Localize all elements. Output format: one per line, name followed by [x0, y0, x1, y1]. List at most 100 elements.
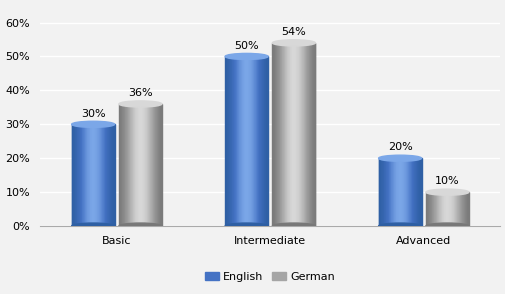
Ellipse shape — [119, 101, 162, 107]
Bar — [378, 158, 379, 226]
Bar — [109, 124, 110, 226]
Bar — [416, 158, 417, 226]
Bar — [400, 158, 401, 226]
Bar — [89, 124, 90, 226]
Bar — [387, 158, 388, 226]
Bar — [235, 56, 236, 226]
Bar — [389, 158, 390, 226]
Bar — [241, 56, 242, 226]
Bar — [397, 158, 398, 226]
Bar — [159, 104, 160, 226]
Bar — [460, 192, 461, 226]
Bar — [128, 104, 129, 226]
Bar — [435, 192, 436, 226]
Bar — [406, 158, 407, 226]
Bar — [103, 124, 104, 226]
Bar — [231, 56, 232, 226]
Bar — [302, 43, 304, 226]
Bar — [129, 104, 130, 226]
Bar — [420, 158, 421, 226]
Bar — [73, 124, 74, 226]
Bar — [102, 124, 103, 226]
Bar — [379, 158, 380, 226]
Bar — [99, 124, 100, 226]
Bar — [72, 124, 73, 226]
Bar — [395, 158, 396, 226]
Bar — [285, 43, 286, 226]
Bar — [396, 158, 397, 226]
Bar — [309, 43, 310, 226]
Bar — [408, 158, 409, 226]
Bar — [314, 43, 315, 226]
Bar — [419, 158, 420, 226]
Bar — [146, 104, 147, 226]
Bar — [296, 43, 297, 226]
Bar — [84, 124, 85, 226]
Bar — [248, 56, 249, 226]
Bar — [143, 104, 144, 226]
Bar — [445, 192, 446, 226]
Bar — [425, 192, 426, 226]
Text: 54%: 54% — [281, 27, 306, 37]
Bar — [311, 43, 312, 226]
Bar — [155, 104, 156, 226]
Bar — [265, 56, 266, 226]
Text: 50%: 50% — [234, 41, 259, 51]
Bar — [450, 192, 451, 226]
Bar — [300, 43, 301, 226]
Bar — [75, 124, 76, 226]
Bar — [430, 192, 431, 226]
Bar — [107, 124, 108, 226]
Bar — [305, 43, 306, 226]
Ellipse shape — [72, 121, 115, 127]
Bar — [463, 192, 464, 226]
Bar — [446, 192, 447, 226]
Ellipse shape — [378, 223, 421, 229]
Bar — [392, 158, 393, 226]
Bar — [81, 124, 82, 226]
Bar — [399, 158, 400, 226]
Bar — [417, 158, 418, 226]
Bar — [457, 192, 458, 226]
Bar — [83, 124, 84, 226]
Bar — [394, 158, 395, 226]
Bar — [272, 43, 273, 226]
Bar — [105, 124, 106, 226]
Bar — [384, 158, 385, 226]
Bar — [412, 158, 413, 226]
Bar — [297, 43, 298, 226]
Bar — [454, 192, 455, 226]
Bar — [97, 124, 98, 226]
Ellipse shape — [272, 40, 315, 46]
Bar — [391, 158, 392, 226]
Bar — [439, 192, 440, 226]
Text: 20%: 20% — [387, 143, 412, 153]
Bar — [407, 158, 408, 226]
Bar — [137, 104, 138, 226]
Bar — [429, 192, 430, 226]
Bar — [82, 124, 83, 226]
Bar — [111, 124, 112, 226]
Bar — [405, 158, 406, 226]
Bar — [304, 43, 305, 226]
Bar — [156, 104, 157, 226]
Bar — [312, 43, 313, 226]
Bar — [258, 56, 259, 226]
Bar — [85, 124, 86, 226]
Bar — [245, 56, 246, 226]
Bar — [456, 192, 457, 226]
Bar — [461, 192, 462, 226]
Bar — [80, 124, 81, 226]
Text: 30%: 30% — [81, 108, 105, 118]
Bar — [239, 56, 240, 226]
Bar — [134, 104, 135, 226]
Bar — [274, 43, 275, 226]
Ellipse shape — [425, 189, 468, 195]
Bar — [108, 124, 109, 226]
Bar — [418, 158, 419, 226]
Bar — [93, 124, 94, 226]
Bar — [310, 43, 311, 226]
Bar — [251, 56, 252, 226]
Bar — [237, 56, 238, 226]
Bar — [92, 124, 93, 226]
